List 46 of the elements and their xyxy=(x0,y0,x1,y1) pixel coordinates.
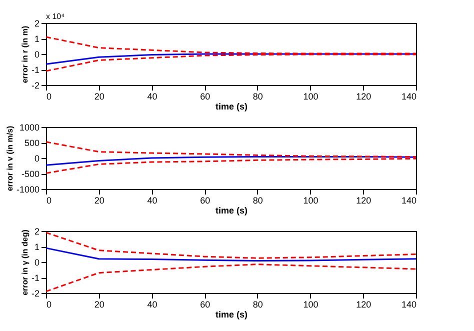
y-tick-label: 2 xyxy=(34,226,40,236)
y-axis-title: error in v (in m/s) xyxy=(5,125,14,192)
x-tick-label: 140 xyxy=(401,196,416,206)
y-axis-title: error in r (in m) xyxy=(20,25,30,84)
y-tick-label: -2 xyxy=(31,288,40,298)
y-tick-label: -1000 xyxy=(16,184,40,194)
x-tick-label: 20 xyxy=(94,196,104,206)
y-tick-label: -1 xyxy=(31,273,40,283)
x-tick-label: 40 xyxy=(147,196,158,206)
x-tick-label: 40 xyxy=(147,92,158,102)
x-tick-label: 40 xyxy=(147,300,158,310)
x-axis-title: time (s) xyxy=(215,102,248,112)
x-axis-title: time (s) xyxy=(215,206,248,216)
x-tick-label: 0 xyxy=(46,196,52,206)
x-tick-label: 80 xyxy=(252,92,263,102)
y-tick-label: 1 xyxy=(34,34,40,44)
x-tick-label: 140 xyxy=(401,300,416,310)
x-tick-label: 20 xyxy=(94,92,104,102)
x-tick-label: 100 xyxy=(303,196,318,206)
x-tick-label: 60 xyxy=(200,92,210,102)
text: x 10⁴ xyxy=(46,12,66,21)
x-axis-title: time (s) xyxy=(215,310,248,320)
x-tick-label: 120 xyxy=(356,196,372,206)
x-tick-label: 60 xyxy=(200,196,210,206)
y-tick-label: 1000 xyxy=(19,122,40,132)
x-tick-label: 20 xyxy=(94,300,104,310)
x-tick-label: 120 xyxy=(356,92,372,102)
y-axis-title: error in γ (in deg) xyxy=(20,229,30,296)
y-tick-label: 500 xyxy=(24,138,40,148)
x-tick-label: 0 xyxy=(46,300,52,310)
y-tick-label: 0 xyxy=(34,50,40,60)
x-tick-label: 140 xyxy=(401,92,416,102)
y-tick-label: 2 xyxy=(34,18,40,28)
x-tick-label: 80 xyxy=(252,300,263,310)
x-tick-label: 80 xyxy=(252,196,263,206)
x-tick-label: 100 xyxy=(303,92,318,102)
y-tick-label: 0 xyxy=(34,154,40,164)
y-tick-label: -2 xyxy=(31,80,40,90)
y-tick-label: 0 xyxy=(34,258,40,268)
x-tick-label: 120 xyxy=(356,300,372,310)
x-tick-label: 60 xyxy=(200,300,210,310)
x-tick-label: 100 xyxy=(303,300,318,310)
y-tick-label: 1 xyxy=(34,242,40,252)
y-tick-label: -500 xyxy=(21,169,40,179)
y-tick-label: -1 xyxy=(31,65,40,75)
x-tick-label: 0 xyxy=(46,92,52,102)
